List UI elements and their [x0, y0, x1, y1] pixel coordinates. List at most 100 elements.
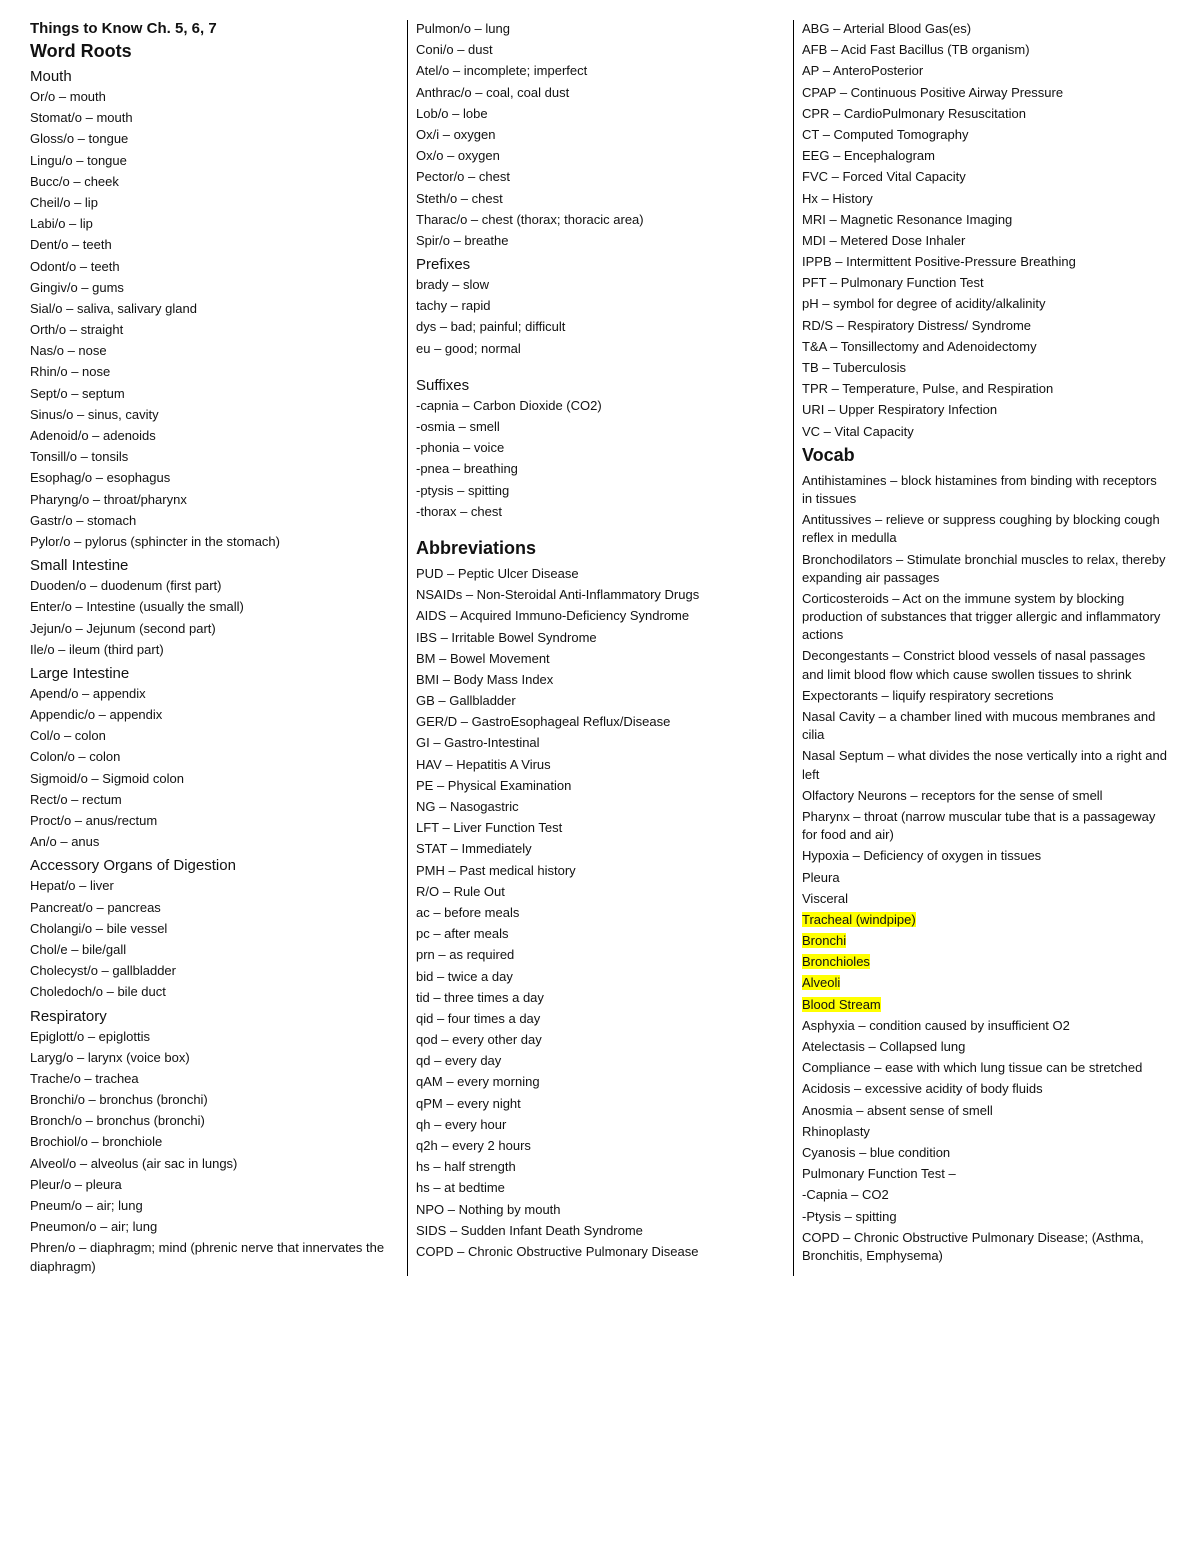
- list-item: -phonia – voice: [416, 439, 784, 457]
- prefixes-heading: Prefixes: [416, 256, 784, 273]
- list-item: R/O – Rule Out: [416, 883, 784, 901]
- list-item: qod – every other day: [416, 1031, 784, 1049]
- list-item: hs – at bedtime: [416, 1179, 784, 1197]
- list-item: Col/o – colon: [30, 727, 398, 745]
- list-item: COPD – Chronic Obstructive Pulmonary Dis…: [416, 1243, 784, 1261]
- mouth-list: Or/o – mouthStomat/o – mouthGloss/o – to…: [30, 88, 398, 551]
- abbrev-heading: Abbreviations: [416, 538, 784, 559]
- list-item: hs – half strength: [416, 1158, 784, 1176]
- list-item: An/o – anus: [30, 833, 398, 851]
- list-item: Visceral: [802, 890, 1170, 908]
- list-item: Pleur/o – pleura: [30, 1176, 398, 1194]
- list-item: Stomat/o – mouth: [30, 109, 398, 127]
- list-item: Antitussives – relieve or suppress cough…: [802, 511, 1170, 547]
- list-item: Asphyxia – condition caused by insuffici…: [802, 1017, 1170, 1035]
- list-item: Gastr/o – stomach: [30, 512, 398, 530]
- list-item: Lingu/o – tongue: [30, 152, 398, 170]
- list-item: STAT – Immediately: [416, 840, 784, 858]
- list-item: Sinus/o – sinus, cavity: [30, 406, 398, 424]
- suffixes-heading: Suffixes: [416, 377, 784, 394]
- list-item: Ile/o – ileum (third part): [30, 641, 398, 659]
- list-item: eu – good; normal: [416, 340, 784, 358]
- list-item: Choledoch/o – bile duct: [30, 983, 398, 1001]
- doc-title: Things to Know Ch. 5, 6, 7: [30, 20, 398, 37]
- list-item: GER/D – GastroEsophageal Reflux/Disease: [416, 713, 784, 731]
- list-item: Appendic/o – appendix: [30, 706, 398, 724]
- list-item: CPAP – Continuous Positive Airway Pressu…: [802, 84, 1170, 102]
- list-item: pH – symbol for degree of acidity/alkali…: [802, 295, 1170, 313]
- suffixes-list: -capnia – Carbon Dioxide (CO2)-osmia – s…: [416, 397, 784, 521]
- list-item: Laryg/o – larynx (voice box): [30, 1049, 398, 1067]
- list-item: -Capnia – CO2: [802, 1186, 1170, 1204]
- list-item: ac – before meals: [416, 904, 784, 922]
- list-item: RD/S – Respiratory Distress/ Syndrome: [802, 317, 1170, 335]
- list-item: Gingiv/o – gums: [30, 279, 398, 297]
- list-item: MRI – Magnetic Resonance Imaging: [802, 211, 1170, 229]
- list-item: Bronchi/o – bronchus (bronchi): [30, 1091, 398, 1109]
- list-item: PFT – Pulmonary Function Test: [802, 274, 1170, 292]
- list-item: AIDS – Acquired Immuno-Deficiency Syndro…: [416, 607, 784, 625]
- list-item: Steth/o – chest: [416, 190, 784, 208]
- list-item: -thorax – chest: [416, 503, 784, 521]
- list-item: Orth/o – straight: [30, 321, 398, 339]
- list-item: Labi/o – lip: [30, 215, 398, 233]
- vocab-post-list: Asphyxia – condition caused by insuffici…: [802, 1017, 1170, 1265]
- list-item: TPR – Temperature, Pulse, and Respiratio…: [802, 380, 1170, 398]
- word-roots-heading: Word Roots: [30, 41, 398, 62]
- list-item: Dent/o – teeth: [30, 236, 398, 254]
- list-item: q2h – every 2 hours: [416, 1137, 784, 1155]
- list-item: Pleura: [802, 869, 1170, 887]
- list-item: Nasal Septum – what divides the nose ver…: [802, 747, 1170, 783]
- list-item: Hx – History: [802, 190, 1170, 208]
- list-item: Pector/o – chest: [416, 168, 784, 186]
- list-item: Brochiol/o – bronchiole: [30, 1133, 398, 1151]
- accessory-list: Hepat/o – liverPancreat/o – pancreasChol…: [30, 877, 398, 1001]
- list-item: Hepat/o – liver: [30, 877, 398, 895]
- list-item: Duoden/o – duodenum (first part): [30, 577, 398, 595]
- list-item: Antihistamines – block histamines from b…: [802, 472, 1170, 508]
- list-item: Pylor/o – pylorus (sphincter in the stom…: [30, 533, 398, 551]
- list-item: Nasal Cavity – a chamber lined with muco…: [802, 708, 1170, 744]
- list-item: Acidosis – excessive acidity of body flu…: [802, 1080, 1170, 1098]
- list-item: Atel/o – incomplete; imperfect: [416, 62, 784, 80]
- list-item: MDI – Metered Dose Inhaler: [802, 232, 1170, 250]
- list-item: Pulmonary Function Test –: [802, 1165, 1170, 1183]
- mouth-heading: Mouth: [30, 68, 398, 85]
- list-item: Apend/o – appendix: [30, 685, 398, 703]
- list-item: BMI – Body Mass Index: [416, 671, 784, 689]
- list-item: Cholecyst/o – gallbladder: [30, 962, 398, 980]
- list-item: Hypoxia – Deficiency of oxygen in tissue…: [802, 847, 1170, 865]
- list-item: Sigmoid/o – Sigmoid colon: [30, 770, 398, 788]
- list-item: CT – Computed Tomography: [802, 126, 1170, 144]
- list-item: Sept/o – septum: [30, 385, 398, 403]
- list-item: Tharac/o – chest (thorax; thoracic area): [416, 211, 784, 229]
- document-page: Things to Know Ch. 5, 6, 7 Word Roots Mo…: [30, 20, 1170, 1276]
- list-item: CPR – CardioPulmonary Resuscitation: [802, 105, 1170, 123]
- list-item: Pharynx – throat (narrow muscular tube t…: [802, 808, 1170, 844]
- list-item: Ox/i – oxygen: [416, 126, 784, 144]
- list-item: -pnea – breathing: [416, 460, 784, 478]
- list-item: qd – every day: [416, 1052, 784, 1070]
- list-item: IBS – Irritable Bowel Syndrome: [416, 629, 784, 647]
- list-item: Chol/e – bile/gall: [30, 941, 398, 959]
- list-item: -osmia – smell: [416, 418, 784, 436]
- list-item: Jejun/o – Jejunum (second part): [30, 620, 398, 638]
- list-item: Rect/o – rectum: [30, 791, 398, 809]
- list-item: Coni/o – dust: [416, 41, 784, 59]
- list-item-highlighted: Blood Stream: [802, 996, 1170, 1014]
- list-item: Rhinoplasty: [802, 1123, 1170, 1141]
- list-item: LFT – Liver Function Test: [416, 819, 784, 837]
- list-item: COPD – Chronic Obstructive Pulmonary Dis…: [802, 1229, 1170, 1265]
- list-item: Lob/o – lobe: [416, 105, 784, 123]
- list-item: AP – AnteroPosterior: [802, 62, 1170, 80]
- list-item: ABG – Arterial Blood Gas(es): [802, 20, 1170, 38]
- list-item: Pulmon/o – lung: [416, 20, 784, 38]
- list-item: bid – twice a day: [416, 968, 784, 986]
- list-item: Cheil/o – lip: [30, 194, 398, 212]
- list-item: Or/o – mouth: [30, 88, 398, 106]
- list-item: Expectorants – liquify respiratory secre…: [802, 687, 1170, 705]
- list-item: Corticosteroids – Act on the immune syst…: [802, 590, 1170, 645]
- vocab-hl-list: Tracheal (windpipe)BronchiBronchiolesAlv…: [802, 911, 1170, 1014]
- list-item: Trache/o – trachea: [30, 1070, 398, 1088]
- list-item: IPPB – Intermittent Positive-Pressure Br…: [802, 253, 1170, 271]
